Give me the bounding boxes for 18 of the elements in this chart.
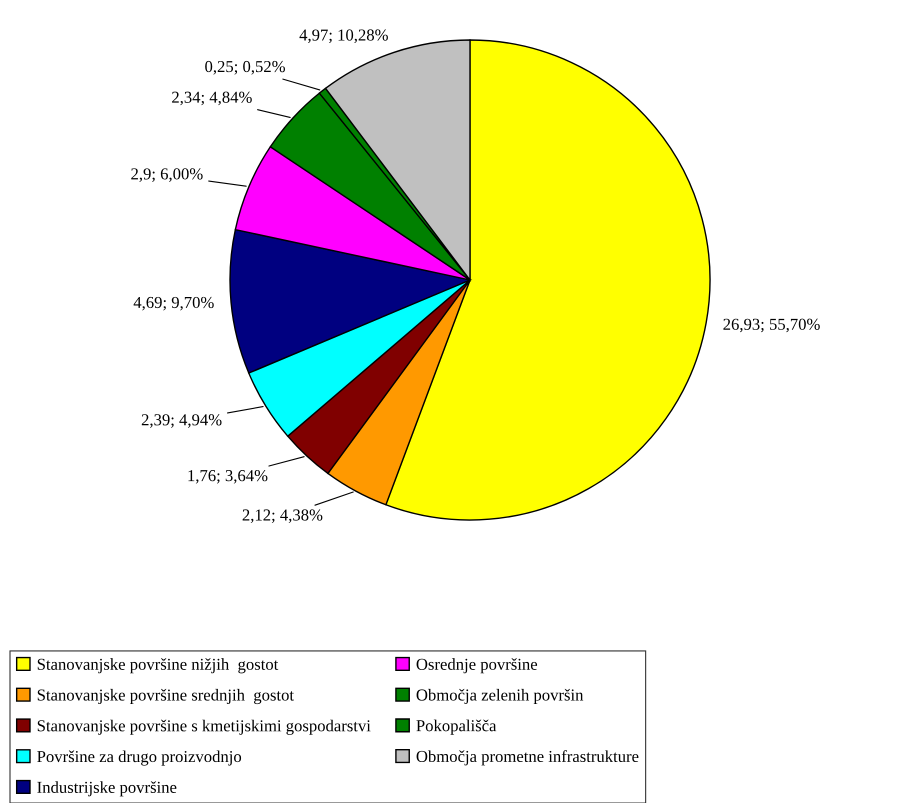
legend-label: Osrednje površine xyxy=(416,658,538,674)
legend-label: Stanovanjske površine srednjih gostot xyxy=(38,688,294,704)
legend-label: Stanovanjske površine s kmetijskimi gospodarstvi xyxy=(38,720,371,735)
data-label: 4,69; 9,70% xyxy=(134,296,214,310)
data-label: 0,25; 0,52% xyxy=(205,60,285,75)
legend-label: Pokopališča xyxy=(416,720,496,735)
data-label: 26,93; 55,70% xyxy=(723,318,820,332)
legend-label: Industrijske površine xyxy=(37,781,176,796)
data-label: 4,97; 10,28% xyxy=(299,29,388,44)
legend-label: Območja zelenih površin xyxy=(416,688,584,704)
data-label: 2,34; 4,84% xyxy=(172,92,252,106)
data-label: 2,39; 4,94% xyxy=(142,414,222,428)
legend-label: Površine za drugo proizvodnjo xyxy=(37,750,242,766)
legend-label: Območja prometne infrastrukture xyxy=(416,750,638,766)
legend-label: Stanovanjske površine nižjih gostot xyxy=(38,658,278,674)
data-label: 1,76; 3,64% xyxy=(188,470,268,484)
data-label: 2,9; 6,00% xyxy=(131,168,203,182)
data-label: 2,12; 4,38% xyxy=(242,509,322,524)
